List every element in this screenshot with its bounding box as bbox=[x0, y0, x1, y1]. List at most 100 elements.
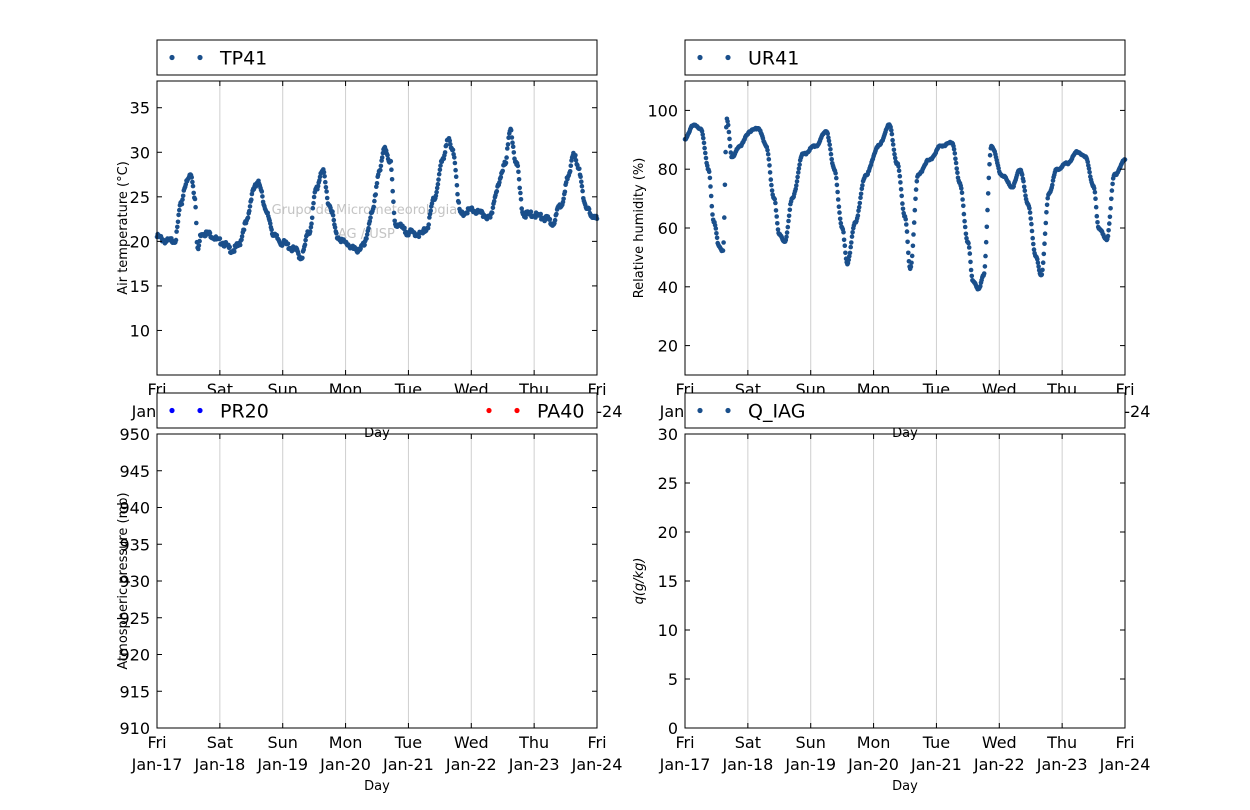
data-point bbox=[951, 146, 957, 152]
data-point bbox=[175, 219, 181, 225]
legend-box bbox=[684, 39, 1126, 76]
xtick-label-day: Sun bbox=[267, 733, 297, 752]
data-point bbox=[769, 182, 774, 188]
data-point bbox=[372, 198, 377, 204]
ytick-label: 60 bbox=[658, 219, 678, 238]
data-point bbox=[302, 242, 308, 247]
data-point bbox=[914, 179, 920, 184]
data-point bbox=[709, 203, 715, 209]
data-point bbox=[786, 213, 792, 219]
data-point bbox=[324, 195, 330, 201]
data-point bbox=[1093, 196, 1098, 201]
data-point bbox=[573, 153, 578, 158]
data-point bbox=[708, 193, 714, 199]
data-point bbox=[1044, 202, 1050, 208]
data-point bbox=[984, 224, 990, 230]
data-point bbox=[324, 189, 329, 194]
data-point bbox=[954, 166, 959, 171]
data-point bbox=[723, 149, 728, 155]
data-point bbox=[849, 240, 854, 245]
ytick-label: 40 bbox=[658, 278, 678, 297]
data-point bbox=[1106, 228, 1111, 233]
data-point bbox=[983, 253, 988, 259]
data-point bbox=[322, 174, 327, 179]
xtick-label-date: Jan-23 bbox=[1036, 755, 1088, 774]
data-point bbox=[435, 181, 441, 187]
xtick-label-date: Jan-19 bbox=[256, 755, 308, 774]
legend-marker bbox=[169, 54, 175, 61]
ytick-label: 910 bbox=[119, 719, 150, 738]
data-point bbox=[455, 191, 460, 197]
data-point bbox=[900, 206, 906, 212]
data-point bbox=[705, 163, 710, 168]
legend-marker bbox=[697, 54, 703, 61]
data-point bbox=[1035, 260, 1041, 266]
data-point bbox=[1095, 220, 1100, 225]
data-point bbox=[1105, 233, 1111, 239]
ytick-label: 30 bbox=[130, 143, 150, 162]
data-point bbox=[362, 242, 367, 248]
data-point bbox=[1107, 214, 1113, 220]
data-point bbox=[509, 135, 515, 140]
data-point bbox=[797, 162, 802, 167]
data-point bbox=[309, 215, 315, 221]
y-axis-label: Atmospheric pressure (mb) bbox=[116, 492, 131, 669]
data-point bbox=[579, 179, 584, 184]
data-point bbox=[586, 206, 592, 212]
data-point bbox=[452, 160, 458, 166]
data-point bbox=[897, 173, 903, 179]
chart-panel-bottom-right: 0 5 10 15 20 25 30 Fri Jan-17 Sat Jan-18 Sun Jan-19 M… bbox=[632, 392, 1150, 794]
data-point bbox=[966, 241, 971, 246]
data-point bbox=[1040, 260, 1046, 266]
data-point bbox=[196, 246, 201, 252]
data-point bbox=[192, 196, 198, 202]
data-point bbox=[1087, 170, 1092, 175]
data-point bbox=[510, 140, 515, 145]
data-point bbox=[985, 207, 990, 213]
xtick-label-day: Fri bbox=[1115, 733, 1134, 752]
data-point bbox=[1093, 204, 1099, 210]
data-point bbox=[578, 174, 583, 179]
xtick-label-date: Jan-18 bbox=[721, 755, 773, 774]
data-point bbox=[842, 243, 848, 248]
data-point bbox=[703, 155, 709, 161]
data-point bbox=[859, 186, 865, 192]
data-point bbox=[428, 208, 434, 214]
xtick-label-date: Jan-19 bbox=[784, 755, 836, 774]
data-point bbox=[364, 232, 370, 237]
xtick-label-day: Tue bbox=[922, 733, 950, 752]
data-point bbox=[725, 122, 731, 128]
data-point bbox=[1029, 221, 1034, 227]
data-point bbox=[389, 167, 394, 172]
data-point bbox=[193, 204, 198, 210]
data-point bbox=[1027, 205, 1032, 211]
data-point bbox=[1108, 206, 1113, 211]
xtick-label-date: Jan-21 bbox=[910, 755, 962, 774]
ytick-label: 20 bbox=[658, 523, 678, 542]
data-point bbox=[1027, 210, 1033, 215]
data-point bbox=[190, 183, 196, 189]
data-point bbox=[909, 260, 914, 266]
data-point bbox=[197, 238, 202, 244]
data-point bbox=[775, 221, 780, 226]
xtick-label-date: Jan-17 bbox=[659, 755, 711, 774]
data-point bbox=[728, 150, 734, 155]
data-point bbox=[450, 147, 456, 153]
data-point bbox=[433, 193, 439, 198]
data-point bbox=[379, 155, 385, 160]
data-point bbox=[858, 195, 863, 200]
data-point bbox=[489, 210, 495, 216]
data-point bbox=[528, 209, 534, 214]
data-point bbox=[713, 226, 719, 231]
data-point bbox=[848, 244, 853, 250]
data-point bbox=[1094, 213, 1100, 219]
data-point bbox=[444, 142, 449, 148]
data-point bbox=[391, 210, 397, 216]
data-point bbox=[436, 171, 442, 177]
data-point bbox=[1110, 181, 1115, 187]
xtick-label-date: Jan-21 bbox=[382, 755, 434, 774]
data-point bbox=[959, 186, 964, 191]
ytick-label: 80 bbox=[658, 160, 678, 179]
data-point bbox=[259, 189, 265, 194]
